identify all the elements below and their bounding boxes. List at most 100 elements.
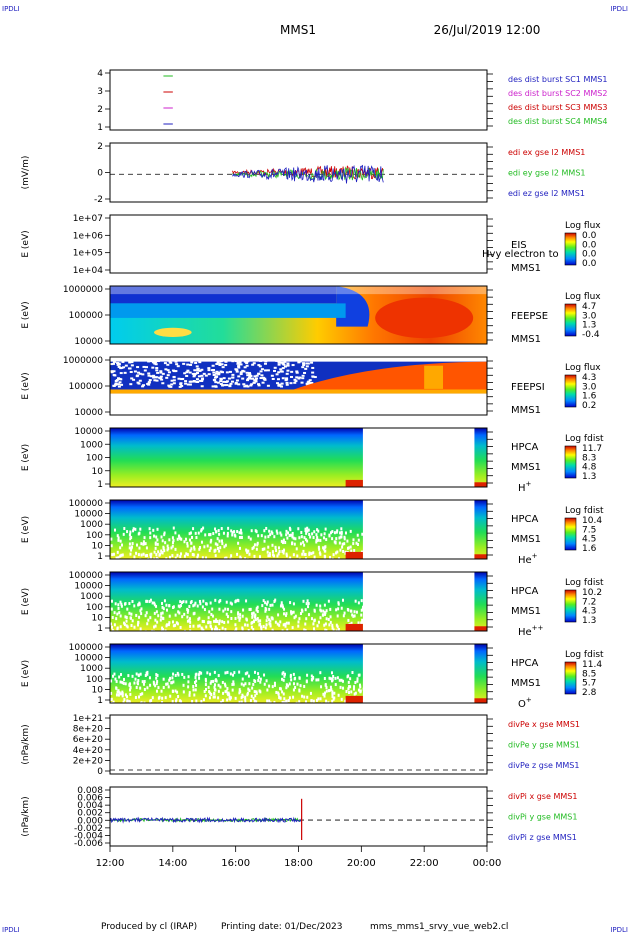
- hpca-speckle: [113, 623, 116, 627]
- hpca-speckle: [159, 618, 162, 622]
- hpca-speckle: [340, 527, 343, 531]
- hpca-speckle: [283, 548, 286, 552]
- feepsi-speckle: [152, 376, 156, 379]
- feepsi-speckle: [179, 383, 183, 386]
- hpca-speckle: [156, 702, 159, 706]
- hpca-speckle: [341, 686, 344, 690]
- hpca-speckle: [174, 556, 177, 560]
- hpca-speckle: [252, 696, 255, 700]
- hpca-speckle: [216, 620, 219, 624]
- hpca-speckle: [337, 693, 340, 697]
- hpca-speckle: [160, 689, 163, 693]
- y-tick-label: 1: [97, 480, 103, 490]
- hpca-speckle: [139, 558, 142, 562]
- colorbar-tick-label: 1.3: [582, 321, 596, 331]
- hpca-speckle: [160, 612, 163, 616]
- feepsi-speckle: [182, 362, 186, 365]
- feepsi-speckle: [145, 366, 149, 369]
- hpca-speckle: [161, 551, 164, 555]
- feepsi-speckle: [129, 371, 133, 374]
- feepsi-speckle: [293, 381, 297, 384]
- hpca-speckle: [306, 695, 309, 699]
- hpca-speckle: [155, 676, 158, 680]
- hpca-speckle: [341, 545, 344, 549]
- hpca-speckle: [268, 699, 271, 703]
- hpca-speckle: [331, 690, 334, 694]
- feepsi-speckle: [185, 374, 189, 377]
- hpca-speckle: [148, 558, 151, 562]
- feepsi-speckle: [215, 370, 219, 373]
- hpca-speckle: [121, 692, 124, 696]
- hpca-speckle: [197, 531, 200, 535]
- hpca-speckle: [126, 607, 129, 611]
- hpca-speckle: [121, 681, 124, 685]
- hpca-speckle: [268, 684, 271, 688]
- hpca-speckle: [200, 529, 203, 533]
- hpca-speckle: [251, 547, 254, 551]
- hpca-speckle: [323, 623, 326, 627]
- feepsi-speckle: [155, 379, 159, 382]
- colorbar-title: Log fdist: [565, 650, 604, 660]
- feepsi-speckle: [186, 363, 190, 366]
- hpca-speckle: [361, 618, 364, 622]
- species-label: He++: [518, 624, 544, 638]
- hpca-speckle: [258, 555, 261, 559]
- feepsi-speckle: [200, 378, 204, 381]
- hpca-speckle: [174, 673, 177, 677]
- instrument-label: HPCA: [511, 586, 539, 597]
- hpca-speckle: [306, 673, 309, 677]
- hpca-speckle: [281, 677, 284, 681]
- hpca-speckle: [208, 696, 211, 700]
- hpca-speckle: [154, 684, 157, 688]
- feepsi-speckle: [245, 362, 249, 365]
- hpca-speckle: [282, 678, 285, 682]
- feepsi-speckle: [189, 363, 193, 366]
- p8-content: [110, 572, 487, 634]
- hpca-speckle: [340, 697, 343, 701]
- hpca-speckle: [218, 600, 221, 604]
- hpca-speckle: [173, 558, 176, 562]
- hpca-speckle: [238, 546, 241, 550]
- feepsi-speckle: [129, 383, 133, 386]
- feepsi-speckle: [118, 381, 122, 384]
- feepsi-speckle: [252, 362, 256, 365]
- species-charge: +: [526, 480, 532, 488]
- hpca-speckle: [323, 611, 326, 615]
- instrument-label: HPCA: [511, 514, 539, 525]
- hpca-speckle: [283, 697, 286, 701]
- p1-content: [163, 75, 173, 125]
- hpca-speckle: [143, 680, 146, 684]
- hpca-spectrum-end: [474, 500, 487, 559]
- hpca-speckle: [227, 691, 230, 695]
- colorbar: [564, 445, 577, 479]
- hpca-speckle: [141, 680, 144, 684]
- hpca-speckle: [170, 546, 173, 550]
- feepsi-speckle: [254, 380, 258, 383]
- hpca-speckle: [209, 540, 212, 544]
- hpca-speckle: [280, 601, 283, 605]
- hpca-speckle: [194, 688, 197, 692]
- hpca-speckle: [156, 542, 159, 546]
- hpca-speckle: [268, 554, 271, 558]
- hpca-speckle: [134, 677, 137, 681]
- hpca-speckle: [324, 545, 327, 549]
- hpca-speckle: [352, 630, 355, 634]
- hpca-speckle: [179, 625, 182, 629]
- hpca-speckle: [325, 617, 328, 621]
- feepsi-speckle: [110, 363, 114, 366]
- feepsi-speckle: [230, 380, 234, 383]
- hpca-speckle: [349, 677, 352, 681]
- hpca-speckle: [223, 682, 226, 686]
- y-tick-label: 100000: [69, 499, 104, 509]
- hpca-speckle: [253, 670, 256, 674]
- hpca-speckle: [247, 674, 250, 678]
- hpca-speckle: [204, 533, 207, 537]
- hpca-speckle: [187, 675, 190, 679]
- feepsi-speckle: [168, 360, 172, 363]
- hpca-speckle: [300, 558, 303, 562]
- hpca-speckle: [131, 674, 134, 678]
- hpca-speckle: [192, 612, 195, 616]
- feepsi-speckle: [277, 371, 281, 374]
